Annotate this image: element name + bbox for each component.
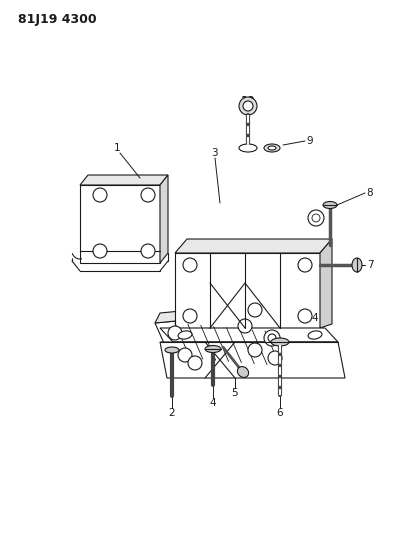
Text: 1: 1 — [113, 143, 120, 153]
Circle shape — [243, 101, 252, 111]
Ellipse shape — [322, 201, 336, 208]
Polygon shape — [160, 175, 168, 263]
Circle shape — [297, 309, 311, 323]
Text: 4: 4 — [311, 313, 318, 323]
Ellipse shape — [178, 331, 192, 339]
Polygon shape — [160, 342, 344, 378]
Polygon shape — [175, 253, 319, 328]
Text: 81J19 4300: 81J19 4300 — [18, 13, 96, 26]
Circle shape — [297, 258, 311, 272]
Text: 2: 2 — [168, 408, 175, 418]
Text: 3: 3 — [210, 148, 217, 158]
Circle shape — [141, 188, 155, 202]
Circle shape — [237, 319, 252, 333]
Ellipse shape — [270, 338, 288, 346]
Ellipse shape — [164, 347, 179, 353]
Circle shape — [307, 210, 323, 226]
Polygon shape — [72, 251, 80, 263]
Circle shape — [247, 303, 261, 317]
Circle shape — [141, 244, 155, 258]
Polygon shape — [160, 328, 337, 342]
Circle shape — [93, 188, 107, 202]
Circle shape — [188, 356, 202, 370]
Ellipse shape — [237, 367, 248, 377]
Text: 9: 9 — [306, 136, 313, 146]
Circle shape — [267, 351, 281, 365]
Polygon shape — [175, 239, 331, 253]
Circle shape — [93, 244, 107, 258]
Circle shape — [311, 214, 319, 222]
Polygon shape — [319, 239, 331, 328]
Text: 10: 10 — [240, 96, 255, 106]
Ellipse shape — [263, 144, 279, 152]
Circle shape — [168, 326, 181, 340]
Ellipse shape — [351, 258, 361, 272]
Circle shape — [183, 309, 196, 323]
Polygon shape — [155, 313, 289, 368]
Text: 4: 4 — [209, 398, 216, 408]
Ellipse shape — [239, 144, 256, 152]
Polygon shape — [155, 303, 264, 323]
Ellipse shape — [307, 331, 321, 339]
Circle shape — [239, 97, 256, 115]
Circle shape — [247, 343, 261, 357]
Text: 7: 7 — [366, 260, 372, 270]
Ellipse shape — [205, 345, 220, 352]
Circle shape — [177, 348, 192, 362]
Ellipse shape — [267, 146, 275, 150]
Polygon shape — [80, 185, 160, 263]
Circle shape — [263, 330, 279, 346]
Text: 5: 5 — [231, 388, 238, 398]
Text: 8: 8 — [366, 188, 372, 198]
Text: 6: 6 — [276, 408, 283, 418]
Circle shape — [267, 334, 275, 342]
Circle shape — [183, 258, 196, 272]
Polygon shape — [80, 175, 168, 185]
